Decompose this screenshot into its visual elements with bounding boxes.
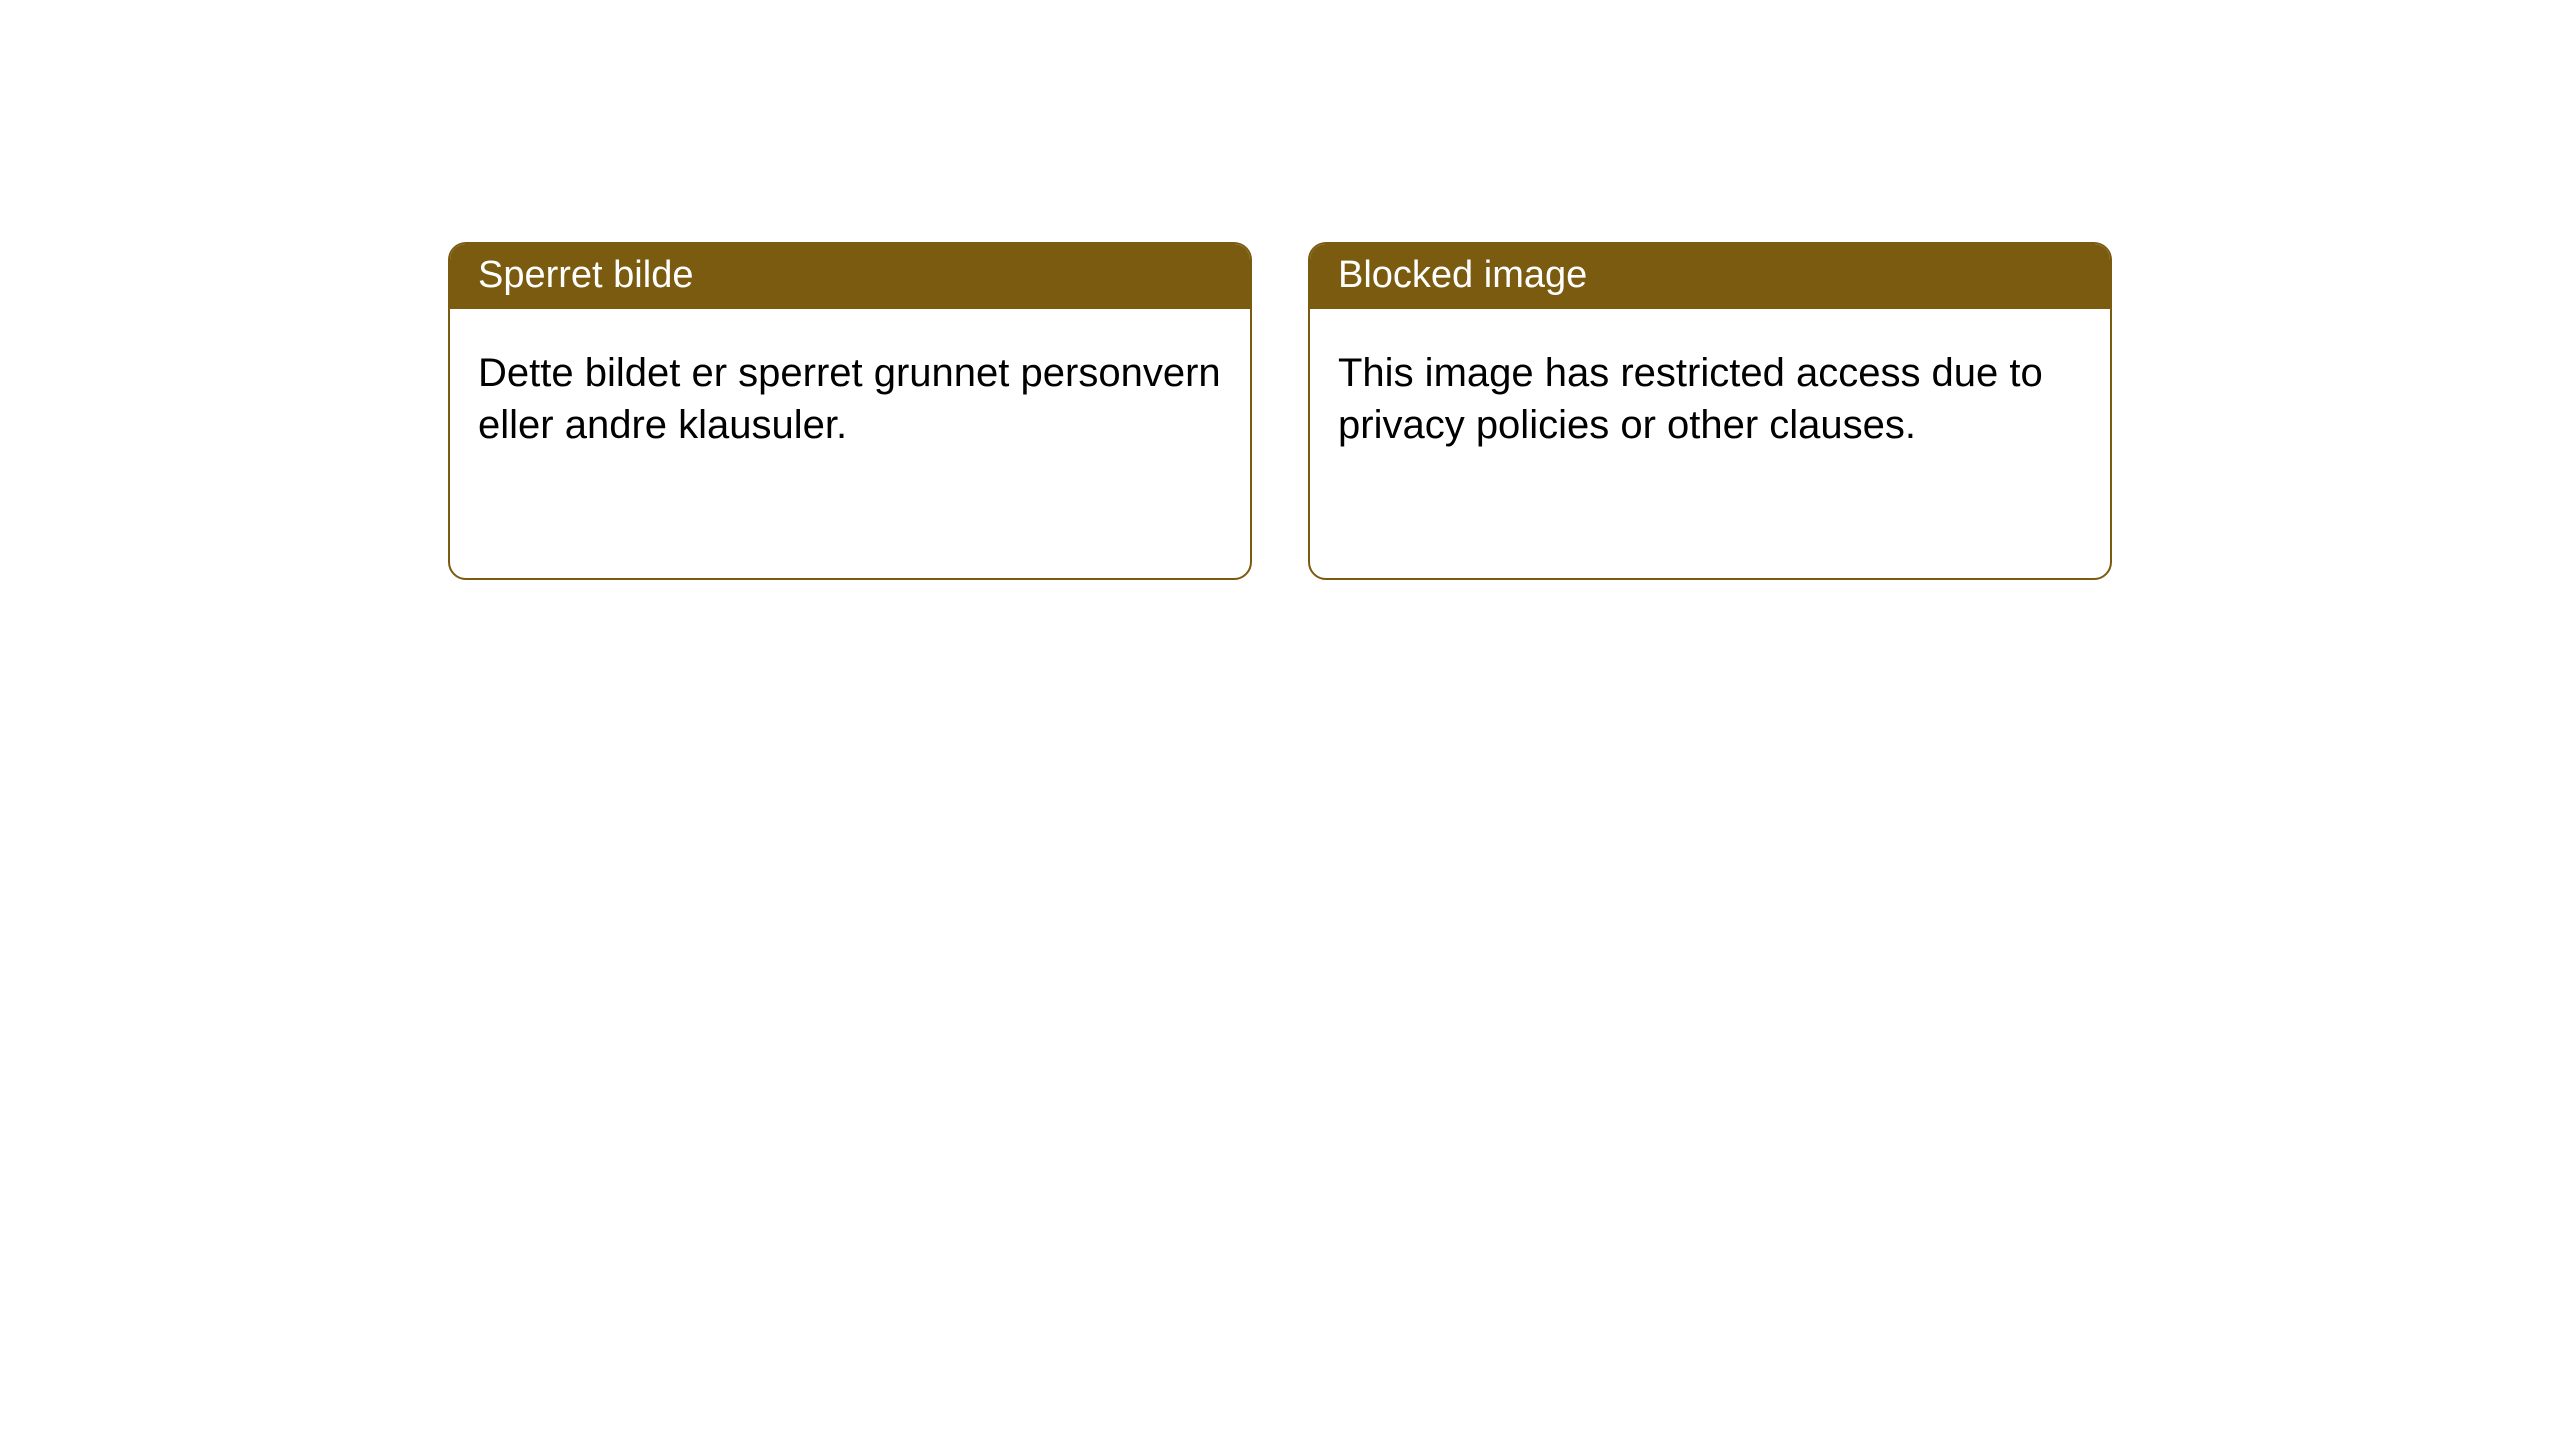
card-header: Sperret bilde (450, 244, 1250, 309)
card-body: This image has restricted access due to … (1310, 309, 2110, 489)
notice-card-english: Blocked image This image has restricted … (1308, 242, 2112, 580)
card-header: Blocked image (1310, 244, 2110, 309)
notice-container: Sperret bilde Dette bildet er sperret gr… (0, 0, 2560, 580)
card-body: Dette bildet er sperret grunnet personve… (450, 309, 1250, 489)
notice-card-norwegian: Sperret bilde Dette bildet er sperret gr… (448, 242, 1252, 580)
